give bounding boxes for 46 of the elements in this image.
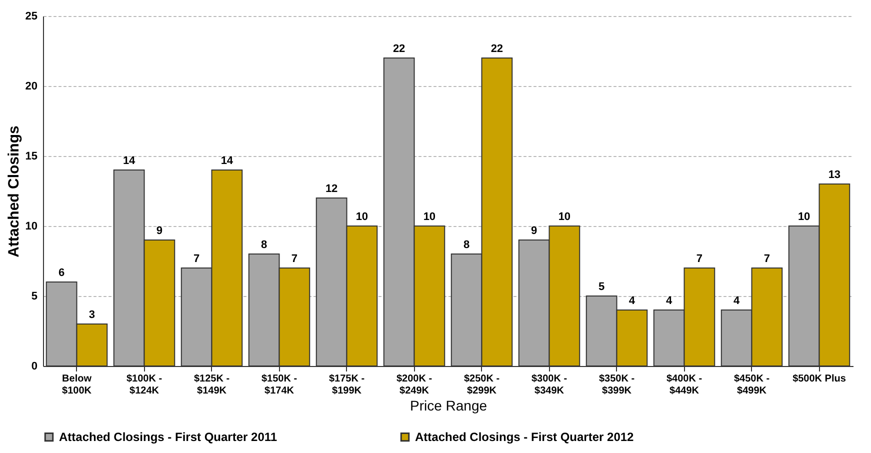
data-label: 9: [531, 225, 538, 237]
data-label: 3: [88, 309, 95, 321]
data-label: 14: [122, 155, 136, 167]
data-label: 4: [666, 295, 673, 307]
data-label: 10: [356, 211, 368, 223]
data-label: 10: [558, 211, 571, 223]
data-label: 13: [828, 169, 841, 181]
x-tick-label: $350K - $399K: [598, 374, 635, 396]
x-tick-label: $300K - $349K: [531, 374, 568, 396]
data-label: 7: [696, 253, 702, 265]
x-tick-label: $150K - $174K: [261, 374, 298, 396]
x-axis-title: Price Range: [410, 398, 488, 414]
data-label: 14: [220, 155, 234, 167]
data-label: 7: [764, 253, 770, 265]
x-tick-label: $125K - $149K: [194, 374, 230, 396]
y-tick-label: 10: [25, 220, 38, 232]
legend-label: Attached Closings - First Quarter 2011: [59, 430, 278, 444]
x-tick-label: $450K - $499K: [734, 374, 770, 396]
x-tick-label: $200K - $249K: [396, 374, 432, 396]
y-tick-label: 25: [25, 10, 38, 22]
data-label: 4: [734, 295, 740, 307]
data-label: 10: [798, 211, 810, 223]
data-label: 10: [423, 211, 436, 223]
data-label: 22: [490, 43, 504, 55]
y-axis-title: Attached Closings: [5, 126, 22, 258]
data-label: 22: [392, 43, 406, 55]
x-tick-label: $500K Plus: [792, 374, 846, 384]
y-tick-label: 0: [31, 360, 38, 372]
data-label: 12: [325, 183, 338, 195]
y-tick-label: 15: [25, 150, 38, 162]
x-tick-label: $250K - $299K: [464, 374, 500, 396]
data-label: 8: [261, 239, 268, 251]
y-tick-label: 20: [25, 80, 38, 92]
legend-label: Attached Closings - First Quarter 2012: [415, 430, 634, 444]
y-tick-label: 5: [31, 290, 38, 302]
data-label: 7: [291, 253, 298, 265]
data-label: 7: [194, 253, 200, 265]
data-label: 6: [58, 267, 65, 279]
x-tick-label: Below $100K: [62, 374, 92, 396]
data-label: 9: [156, 225, 162, 237]
x-tick-label: $400K - $449K: [666, 374, 702, 396]
x-tick-label: $175K - $199K: [328, 374, 365, 396]
data-label: 5: [598, 281, 605, 293]
data-label: 8: [464, 239, 470, 251]
x-tick-label: $100K - $124K: [126, 374, 162, 396]
data-label: 4: [628, 295, 636, 307]
